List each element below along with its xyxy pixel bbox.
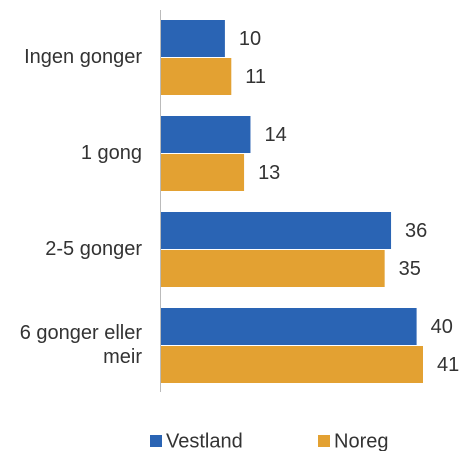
value-label: 35: [399, 258, 421, 280]
legend-swatch: [150, 435, 162, 447]
category-label: 1 gong: [80, 142, 142, 164]
legend-swatch: [318, 435, 330, 447]
value-label: 14: [264, 124, 286, 146]
bar: [161, 308, 417, 345]
category-label: 6 gonger eller meir: [19, 322, 142, 368]
bar: [161, 346, 423, 383]
value-label: 40: [431, 316, 453, 338]
category-label: Ingen gonger: [24, 46, 142, 68]
legend-label: Vestland: [166, 430, 243, 451]
bar: [161, 212, 392, 249]
value-label: 36: [405, 220, 427, 242]
legend-label: Noreg: [334, 430, 388, 451]
bar: [161, 154, 245, 191]
value-label: 13: [258, 162, 280, 184]
bar: [161, 116, 251, 153]
value-label: 10: [239, 28, 261, 50]
category-label: 2-5 gonger: [45, 238, 142, 260]
bar: [161, 20, 225, 57]
value-label: 11: [245, 66, 266, 88]
bar: [161, 58, 232, 95]
bar: [161, 250, 385, 287]
value-label: 41: [437, 354, 459, 376]
